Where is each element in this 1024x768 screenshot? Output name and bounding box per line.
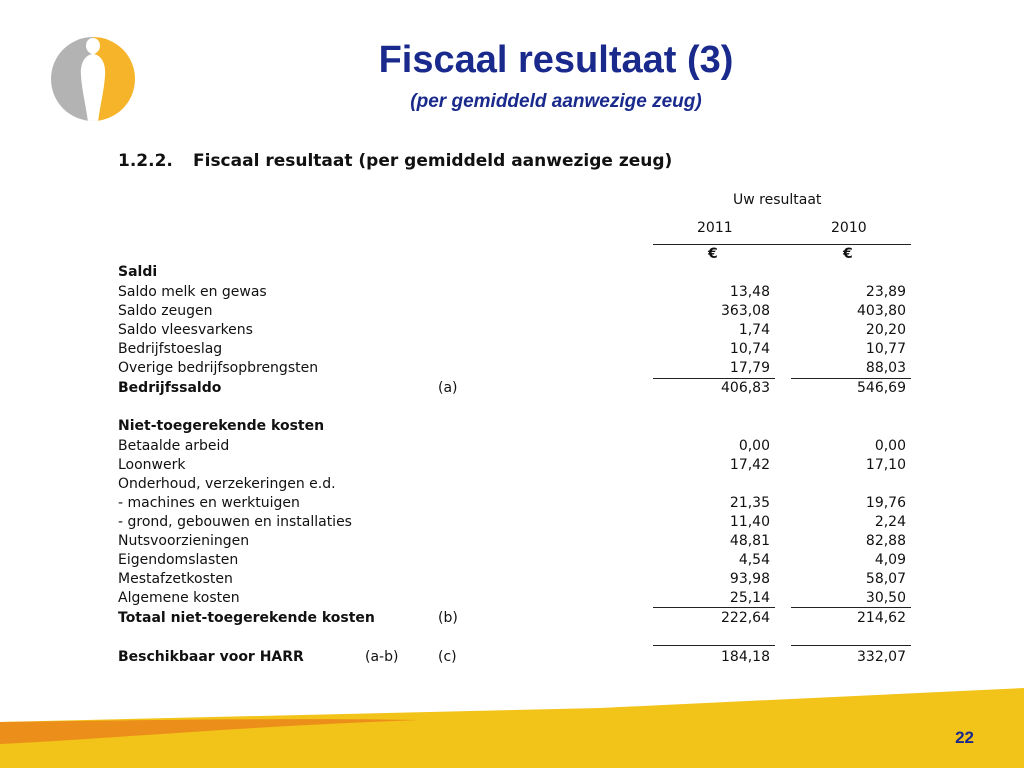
value-2010: 403,80 [857, 303, 906, 319]
value-2010: 23,89 [865, 284, 906, 300]
value-2010: 10,77 [865, 341, 906, 357]
row-label: Saldo melk en gewas [118, 284, 267, 300]
subtotal-rule-2010 [791, 378, 911, 379]
row-label: Nutsvoorzieningen [118, 533, 250, 549]
section-title: Fiscaal resultaat (per gemiddeld aanwezi… [193, 151, 673, 171]
row-label: Saldo vleesvarkens [118, 322, 253, 338]
row-label: Saldi [118, 264, 158, 280]
table-row: Loonwerk 17,42 17,10 [0, 457, 1024, 476]
table-row: Onderhoud, verzekeringen e.d. [0, 476, 1024, 495]
value-2010: 214,62 [857, 610, 906, 626]
value-2010: 82,88 [865, 533, 906, 549]
value-2011: 406,83 [721, 380, 770, 396]
row-label: - machines en werktuigen [118, 495, 300, 511]
table-row: Niet-toegerekende kosten [0, 418, 1024, 437]
value-2010: 17,10 [865, 457, 906, 473]
row-label: Saldo zeugen [118, 303, 213, 319]
value-2011: 4,54 [738, 552, 770, 568]
table-row: Bedrijfstoeslag 10,74 10,77 [0, 341, 1024, 360]
row-note: (a) [438, 380, 458, 396]
table-row: - machines en werktuigen 21,35 19,76 [0, 495, 1024, 514]
value-2011: 11,40 [729, 514, 770, 530]
currency-2011: € [708, 246, 718, 262]
currency-2010: € [843, 246, 853, 262]
value-2011: 93,98 [729, 571, 770, 587]
value-2010: 546,69 [857, 380, 906, 396]
table-row: Mestafzetkosten 93,98 58,07 [0, 571, 1024, 590]
value-2010: 19,76 [865, 495, 906, 511]
value-2010: 88,03 [865, 360, 906, 376]
table-row: Overige bedrijfsopbrengsten 17,79 88,03 [0, 360, 1024, 379]
row-note: (b) [438, 610, 458, 626]
page-subtitle: (per gemiddeld aanwezige zeug) [410, 91, 702, 112]
value-2010: 2,24 [874, 514, 906, 530]
row-label: Mestafzetkosten [118, 571, 233, 587]
value-2011: 184,18 [721, 649, 770, 665]
value-2011: 10,74 [729, 341, 770, 357]
row-note-formula: (a-b) [365, 649, 399, 665]
table-row: Totaal niet-toegerekende kosten (b) 222,64… [0, 610, 1024, 629]
company-logo [51, 37, 135, 121]
row-label: Totaal niet-toegerekende kosten [118, 610, 375, 626]
table-row: Saldo melk en gewas 13,48 23,89 [0, 284, 1024, 303]
value-2010: 20,20 [865, 322, 906, 338]
row-label: Bedrijfssaldo [118, 380, 222, 396]
year-header-2011: 2011 [697, 220, 733, 236]
group-header: Uw resultaat [733, 192, 822, 208]
table-row: Bedrijfssaldo (a) 406,83 546,69 [0, 380, 1024, 399]
final-rule-2010 [791, 645, 911, 646]
table-row: - grond, gebouwen en installaties 11,40 2,… [0, 514, 1024, 533]
row-label: Eigendomslasten [118, 552, 239, 568]
row-label: Algemene kosten [118, 590, 240, 606]
row-label: Onderhoud, verzekeringen e.d. [118, 476, 336, 492]
value-2011: 1,74 [738, 322, 770, 338]
value-2011: 363,08 [721, 303, 770, 319]
table-row [0, 399, 1024, 418]
value-2011: 13,48 [729, 284, 770, 300]
value-2011: 0,00 [738, 438, 770, 454]
value-2011: 21,35 [729, 495, 770, 511]
value-2011: 17,79 [729, 360, 770, 376]
value-2010: 30,50 [865, 590, 906, 606]
total-rule-2011 [653, 607, 775, 608]
section-number: 1.2.2. [118, 151, 173, 171]
value-2011: 17,42 [729, 457, 770, 473]
table-row: Algemene kosten 25,14 30,50 [0, 590, 1024, 609]
footer-swoosh [0, 688, 1024, 768]
final-rule-2011 [653, 645, 775, 646]
header-rule [653, 244, 911, 245]
page-number: 22 [955, 728, 974, 747]
value-2010: 4,09 [874, 552, 906, 568]
row-label: Beschikbaar voor HARR [118, 649, 304, 665]
total-rule-2010 [791, 607, 911, 608]
table-row: Eigendomslasten 4,54 4,09 [0, 552, 1024, 571]
row-label: Overige bedrijfsopbrengsten [118, 360, 319, 376]
subtotal-rule-2011 [653, 378, 775, 379]
table-row: Saldi [0, 264, 1024, 283]
year-header-2010: 2010 [831, 220, 867, 236]
table-row: Saldo zeugen 363,08 403,80 [0, 303, 1024, 322]
row-label: - grond, gebouwen en installaties [118, 514, 352, 530]
row-label: Niet-toegerekende kosten [118, 418, 325, 434]
table-row: Nutsvoorzieningen 48,81 82,88 [0, 533, 1024, 552]
value-2011: 25,14 [729, 590, 770, 606]
section-heading: 1.2.2. Fiscaal resultaat (per gemiddeld a… [118, 151, 672, 171]
table-row: Saldo vleesvarkens 1,74 20,20 [0, 322, 1024, 341]
row-label: Bedrijfstoeslag [118, 341, 223, 357]
row-label: Betaalde arbeid [118, 438, 230, 454]
row-note: (c) [438, 649, 457, 665]
value-2011: 222,64 [721, 610, 770, 626]
page-title: Fiscaal resultaat (3) [378, 39, 734, 81]
table-row: Beschikbaar voor HARR (a-b) (c) 184,18 332,0… [0, 649, 1024, 668]
value-2010: 0,00 [874, 438, 906, 454]
value-2010: 332,07 [857, 649, 906, 665]
table-row: Betaalde arbeid 0,00 0,00 [0, 438, 1024, 457]
value-2011: 48,81 [729, 533, 770, 549]
row-label: Loonwerk [118, 457, 186, 473]
value-2010: 58,07 [865, 571, 906, 587]
